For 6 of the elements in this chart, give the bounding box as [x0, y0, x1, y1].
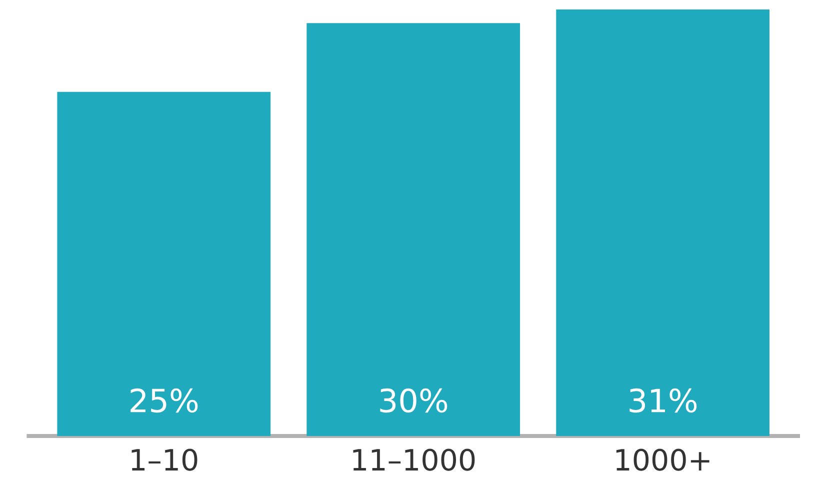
x-tick-label: 1–10: [132, 448, 198, 471]
x-tick-label: 11–1000: [353, 448, 475, 471]
data-label: 25%: [130, 388, 198, 413]
data-label: 30%: [380, 388, 448, 413]
x-tick-label: 1000+: [616, 448, 710, 471]
data-label: 31%: [630, 388, 697, 413]
